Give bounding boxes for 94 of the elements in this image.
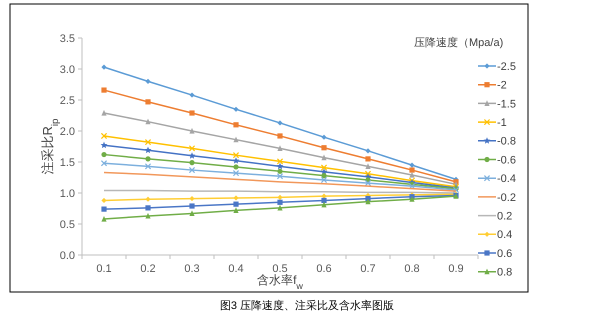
point: [232, 170, 240, 176]
point: [409, 162, 415, 168]
point: [233, 106, 239, 112]
legend-label: -0.2: [497, 192, 516, 204]
point: [101, 110, 107, 116]
point: [233, 207, 239, 213]
point: [320, 176, 328, 184]
point: [189, 110, 195, 116]
y-tick-label: 0.0: [60, 250, 75, 262]
x-tick-label: 0.3: [184, 263, 200, 275]
y-tick-label: 2.5: [60, 94, 75, 107]
point: [144, 163, 152, 170]
point: [408, 182, 416, 190]
x-tick-label: 0.4: [228, 263, 244, 275]
y-tick-label: 3.5: [60, 32, 75, 45]
x-axis-title: 含水率f$_{w}$: [257, 273, 304, 291]
point: [276, 162, 284, 170]
legend-label: -0.6: [497, 154, 516, 166]
point: [145, 156, 151, 162]
point: [188, 166, 196, 174]
legend-label: -1: [497, 116, 507, 129]
point: [321, 145, 327, 150]
point: [364, 180, 372, 186]
point: [100, 142, 108, 148]
point: [233, 202, 239, 207]
legend-label: -1.5: [497, 98, 516, 110]
point: [365, 148, 371, 154]
y-tick-label: 1.0: [60, 188, 75, 200]
point: [233, 136, 239, 142]
point: [409, 196, 415, 202]
point: [189, 128, 195, 134]
point: [277, 145, 283, 151]
point: [145, 118, 151, 124]
y-tick-label: 3.0: [60, 64, 75, 76]
point: [365, 198, 371, 204]
legend-title: 压降速度（Mpa/a): [414, 36, 504, 49]
point: [100, 160, 108, 166]
point: [277, 120, 283, 126]
x-tick-label: 0.8: [404, 263, 420, 275]
legend-label: -0.4: [497, 173, 516, 186]
y-tick-label: 1.5: [60, 156, 75, 169]
point: [276, 173, 284, 180]
legend-label: 0.4: [497, 229, 512, 242]
point: [189, 203, 195, 209]
x-tick-label: 0.9: [448, 263, 464, 275]
x-tick-label: 0.5: [272, 263, 288, 275]
point: [364, 170, 372, 177]
point: [101, 206, 107, 212]
point: [189, 160, 195, 166]
x-tick-label: 0.7: [360, 263, 376, 275]
point: [188, 152, 196, 159]
point: [144, 146, 152, 154]
point: [144, 138, 152, 146]
point: [365, 156, 371, 162]
point: [145, 78, 151, 84]
caption: 图3 压降速度、注采比及含水率图版: [220, 299, 394, 312]
y-tick-label: 2.0: [60, 126, 75, 138]
point: [277, 200, 283, 205]
y-tick-label: 0.5: [60, 218, 75, 231]
point: [233, 164, 239, 170]
point: [321, 173, 327, 178]
point: [101, 152, 107, 158]
x-tick-label: 0.6: [316, 263, 332, 275]
point: [189, 92, 195, 98]
x-tick-label: 0.2: [140, 263, 156, 275]
point: [409, 167, 415, 173]
point: [101, 216, 107, 222]
point: [320, 164, 328, 171]
point: [321, 134, 327, 140]
point: [232, 157, 240, 164]
point: [101, 64, 107, 70]
legend-label: 0.2: [497, 210, 512, 222]
point: [276, 158, 284, 165]
point: [277, 204, 283, 210]
point: [188, 145, 196, 152]
point: [145, 99, 151, 104]
point: [145, 205, 151, 210]
point: [232, 152, 240, 158]
x-tick-label: 0.1: [96, 263, 112, 275]
point: [409, 172, 415, 178]
point: [365, 163, 371, 169]
point: [100, 132, 108, 140]
legend-label: -2.5: [497, 60, 516, 73]
point: [321, 202, 327, 208]
point: [277, 133, 283, 139]
point: [101, 87, 107, 93]
point: [321, 154, 327, 160]
point: [189, 210, 195, 216]
legend-label: -0.8: [497, 136, 516, 148]
legend-label: -2: [497, 80, 507, 92]
legend-label: 0.6: [497, 248, 512, 260]
point: [145, 212, 151, 219]
point: [233, 122, 239, 128]
point: [277, 168, 283, 174]
